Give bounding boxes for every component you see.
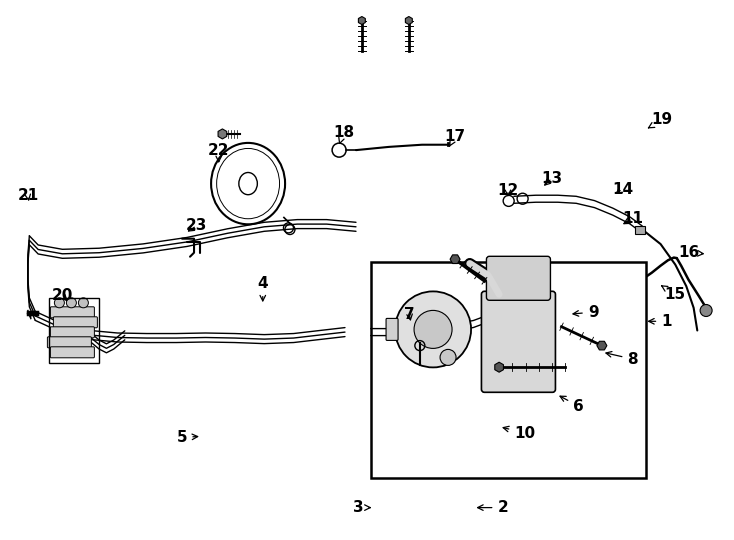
Text: 11: 11 (622, 211, 643, 226)
Text: 14: 14 (612, 181, 633, 197)
Bar (371, 262, 646, 478)
Text: 6: 6 (560, 396, 584, 414)
Text: 23: 23 (186, 218, 208, 233)
Text: 9: 9 (573, 305, 598, 320)
Text: 7: 7 (404, 307, 415, 322)
Bar (49, 298, 99, 363)
Circle shape (395, 292, 471, 367)
Text: 4: 4 (258, 276, 268, 301)
Polygon shape (358, 17, 366, 24)
Text: 22: 22 (208, 143, 230, 161)
Circle shape (54, 298, 65, 308)
Text: 3: 3 (353, 500, 370, 515)
Text: 19: 19 (648, 112, 672, 128)
Polygon shape (218, 129, 227, 139)
Text: 18: 18 (333, 125, 354, 144)
FancyBboxPatch shape (482, 291, 556, 392)
Polygon shape (450, 255, 460, 264)
Circle shape (79, 298, 88, 308)
Polygon shape (635, 226, 645, 233)
FancyBboxPatch shape (51, 327, 95, 338)
Text: 13: 13 (542, 171, 562, 186)
Polygon shape (405, 17, 413, 24)
FancyBboxPatch shape (386, 319, 398, 340)
Circle shape (440, 349, 456, 366)
FancyBboxPatch shape (48, 337, 91, 348)
Text: 12: 12 (498, 183, 518, 198)
Polygon shape (495, 362, 504, 372)
Polygon shape (597, 341, 607, 350)
Text: 8: 8 (606, 352, 638, 367)
FancyBboxPatch shape (54, 317, 98, 328)
FancyBboxPatch shape (487, 256, 550, 300)
FancyBboxPatch shape (51, 347, 95, 358)
Circle shape (66, 298, 76, 308)
Text: 16: 16 (678, 245, 703, 260)
Text: 21: 21 (18, 188, 38, 203)
Text: 2: 2 (478, 500, 508, 515)
Text: 20: 20 (51, 288, 73, 303)
Circle shape (414, 310, 452, 348)
Text: 15: 15 (661, 286, 686, 302)
Circle shape (700, 305, 712, 316)
Text: 1: 1 (649, 314, 672, 329)
FancyBboxPatch shape (51, 307, 95, 318)
Text: 5: 5 (177, 430, 197, 445)
Text: 17: 17 (445, 129, 465, 146)
Text: 10: 10 (504, 426, 535, 441)
